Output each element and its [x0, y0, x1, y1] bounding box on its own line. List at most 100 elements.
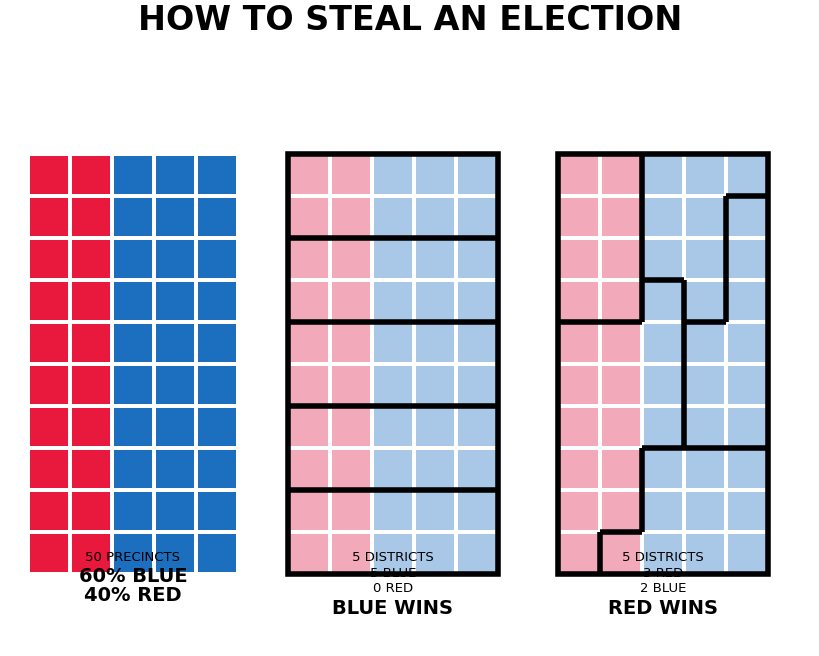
Bar	[458, 534, 495, 572]
Bar	[156, 156, 194, 194]
Bar	[601, 324, 639, 362]
Bar	[290, 282, 328, 320]
Bar	[458, 324, 495, 362]
Bar	[601, 198, 639, 236]
Bar	[415, 408, 454, 446]
Bar	[601, 450, 639, 488]
Bar	[290, 156, 328, 194]
Bar	[332, 534, 369, 572]
Bar	[686, 240, 723, 278]
Bar	[415, 198, 454, 236]
Bar	[643, 282, 681, 320]
Bar	[559, 492, 597, 530]
Bar	[114, 282, 152, 320]
Bar	[373, 324, 411, 362]
Bar	[30, 282, 68, 320]
Bar	[458, 492, 495, 530]
Bar	[559, 534, 597, 572]
Bar	[559, 324, 597, 362]
Bar	[559, 198, 597, 236]
Bar	[373, 450, 411, 488]
Bar	[686, 492, 723, 530]
Bar	[197, 156, 236, 194]
Bar	[727, 366, 765, 404]
Bar	[197, 324, 236, 362]
Bar	[332, 324, 369, 362]
Bar	[332, 198, 369, 236]
Bar	[72, 324, 110, 362]
Bar	[727, 240, 765, 278]
Bar	[332, 156, 369, 194]
Bar	[415, 450, 454, 488]
Bar	[332, 408, 369, 446]
Bar	[197, 240, 236, 278]
Bar	[458, 198, 495, 236]
Text: 5 DISTRICTS: 5 DISTRICTS	[622, 551, 703, 564]
Text: 3 RED: 3 RED	[642, 567, 682, 580]
Bar	[30, 324, 68, 362]
Bar	[72, 366, 110, 404]
Bar	[290, 324, 328, 362]
Bar	[114, 450, 152, 488]
Bar	[727, 450, 765, 488]
Bar	[601, 534, 639, 572]
Bar	[156, 282, 194, 320]
Bar	[643, 366, 681, 404]
Bar	[373, 366, 411, 404]
Bar	[727, 156, 765, 194]
Bar	[643, 198, 681, 236]
Bar	[197, 450, 236, 488]
Bar	[601, 366, 639, 404]
Bar	[643, 450, 681, 488]
Bar	[415, 492, 454, 530]
Bar	[415, 534, 454, 572]
Bar	[156, 366, 194, 404]
Text: RED WINS: RED WINS	[607, 599, 717, 618]
Bar	[72, 534, 110, 572]
Bar	[30, 240, 68, 278]
Bar	[72, 450, 110, 488]
Bar	[30, 366, 68, 404]
Bar	[559, 366, 597, 404]
Bar	[373, 408, 411, 446]
Bar	[559, 282, 597, 320]
Bar	[72, 156, 110, 194]
Bar	[727, 408, 765, 446]
Bar	[290, 198, 328, 236]
Bar	[601, 240, 639, 278]
Bar	[72, 408, 110, 446]
Bar	[686, 450, 723, 488]
Bar	[373, 492, 411, 530]
Bar	[686, 198, 723, 236]
Bar	[197, 198, 236, 236]
Bar	[415, 324, 454, 362]
Bar	[197, 492, 236, 530]
Bar	[72, 198, 110, 236]
Bar	[30, 492, 68, 530]
Bar	[727, 282, 765, 320]
Bar	[559, 156, 597, 194]
Bar	[686, 282, 723, 320]
Bar	[373, 156, 411, 194]
Bar	[643, 534, 681, 572]
Text: 2 BLUE: 2 BLUE	[639, 582, 686, 595]
Bar	[156, 240, 194, 278]
Bar	[156, 408, 194, 446]
Bar	[72, 282, 110, 320]
Bar	[373, 282, 411, 320]
Bar	[727, 492, 765, 530]
Bar	[686, 366, 723, 404]
Bar	[114, 240, 152, 278]
Bar	[686, 534, 723, 572]
Bar	[290, 240, 328, 278]
Bar	[415, 240, 454, 278]
Text: 40% RED: 40% RED	[84, 586, 182, 605]
Text: BLUE WINS: BLUE WINS	[332, 599, 453, 618]
Bar	[290, 408, 328, 446]
Bar	[643, 408, 681, 446]
Bar	[458, 450, 495, 488]
Bar	[415, 156, 454, 194]
Bar	[197, 282, 236, 320]
Text: 60% BLUE: 60% BLUE	[79, 567, 187, 586]
Bar	[727, 198, 765, 236]
